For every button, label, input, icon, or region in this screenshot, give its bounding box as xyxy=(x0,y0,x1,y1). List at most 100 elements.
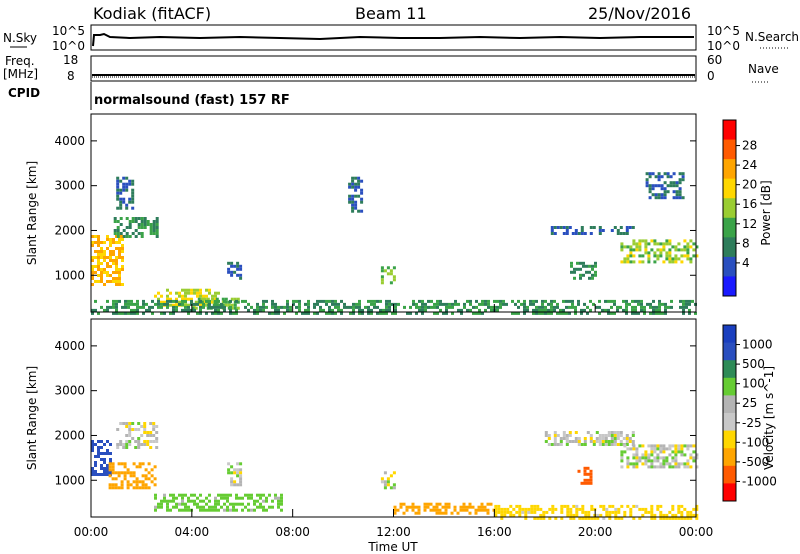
echo-cell xyxy=(122,446,126,449)
echo-cell xyxy=(147,471,151,475)
echo-cell xyxy=(100,464,103,467)
echo-cell xyxy=(103,473,106,476)
echo-cell xyxy=(125,425,129,428)
echo-cell xyxy=(134,217,138,220)
echo-cell xyxy=(640,305,643,309)
echo-cell xyxy=(656,248,660,252)
echo-cell xyxy=(141,480,145,484)
echo-cell xyxy=(415,311,418,315)
echo-cell xyxy=(565,232,569,235)
echo-cell xyxy=(671,513,675,517)
echo-cell xyxy=(671,459,675,463)
echo-cell xyxy=(157,502,160,506)
echo-cell xyxy=(230,471,234,475)
echo-cell xyxy=(108,483,112,487)
colorbar-tick-label: 4 xyxy=(742,256,750,270)
echo-cell xyxy=(325,311,328,315)
echo-cell xyxy=(629,254,633,258)
echo-region xyxy=(393,502,496,515)
echo-cell xyxy=(181,299,184,303)
echo-cell xyxy=(613,443,617,446)
echo-cell xyxy=(103,470,106,473)
echo-cell xyxy=(686,444,690,448)
echo-cell xyxy=(388,299,391,303)
echo-cell xyxy=(130,302,133,306)
echo-cell xyxy=(354,188,358,192)
echo-cell xyxy=(668,510,672,514)
echo-cell xyxy=(677,507,681,511)
echo-cell xyxy=(620,456,624,460)
echo-cell xyxy=(109,443,112,446)
echo-cell xyxy=(556,305,559,309)
echo-cell xyxy=(686,245,690,249)
echo-cell xyxy=(235,308,238,312)
echo-cell xyxy=(601,443,605,446)
echo-cell xyxy=(650,453,654,457)
echo-cell xyxy=(623,510,627,514)
echo-cell xyxy=(653,239,657,243)
echo-cell xyxy=(406,311,409,315)
echo-cell xyxy=(122,188,126,192)
echo-cell xyxy=(380,266,384,270)
echo-cell xyxy=(566,507,570,511)
velocity-colorbar-label: Velocity [m s^-1] xyxy=(762,366,776,470)
echo-cell xyxy=(150,468,154,472)
echo-cell xyxy=(118,241,121,244)
echo-cell xyxy=(598,443,602,446)
echo-cell xyxy=(550,232,554,235)
echo-cell xyxy=(128,428,132,431)
echo-cell xyxy=(576,267,579,271)
echo-cell xyxy=(160,302,163,306)
colorbar-segment xyxy=(723,256,736,277)
echo-cell xyxy=(100,247,103,250)
echo-cell xyxy=(357,182,361,186)
echo-cell xyxy=(175,308,178,312)
echo-cell xyxy=(118,274,121,277)
echo-cell xyxy=(524,516,528,520)
echo-cell xyxy=(613,434,617,437)
echo-cell xyxy=(650,510,654,514)
echo-cell xyxy=(328,311,331,315)
echo-cell xyxy=(196,496,199,500)
echo-cell xyxy=(532,308,535,312)
echo-cell xyxy=(472,311,475,315)
echo-cell xyxy=(663,172,667,176)
echo-cell xyxy=(638,245,642,249)
echo-cell xyxy=(115,299,118,303)
echo-cell xyxy=(494,513,498,517)
echo-cell xyxy=(196,294,199,298)
echo-cell xyxy=(583,472,587,476)
echo-cell xyxy=(607,440,611,443)
echo-cell xyxy=(91,283,94,286)
echo-region xyxy=(91,440,112,476)
echo-cell xyxy=(109,238,112,241)
echo-cell xyxy=(545,510,549,514)
echo-cell xyxy=(119,223,123,226)
echo-cell xyxy=(116,191,120,195)
echo-cell xyxy=(658,311,661,315)
echo-cell xyxy=(659,516,663,520)
echo-cell xyxy=(122,185,126,189)
echo-cell xyxy=(668,453,672,457)
echo-cell xyxy=(656,254,660,258)
echo-cell xyxy=(131,206,135,210)
velocity-plot-area xyxy=(91,422,699,520)
echo-cell xyxy=(348,200,352,204)
echo-cell xyxy=(109,470,112,473)
echo-cell xyxy=(644,450,648,454)
echo-cell xyxy=(334,299,337,303)
echo-cell xyxy=(91,259,94,262)
echo-cell xyxy=(644,245,648,249)
echo-cell xyxy=(644,453,648,457)
echo-cell xyxy=(421,305,424,309)
echo-cell xyxy=(153,465,157,469)
echo-cell xyxy=(614,513,618,517)
echo-cell xyxy=(689,456,693,460)
colorbar-tick-label: 500 xyxy=(742,357,765,371)
echo-cell xyxy=(352,302,355,306)
echo-cell xyxy=(439,308,442,312)
echo-cell xyxy=(116,446,120,449)
echo-cell xyxy=(616,443,620,446)
echo-cell xyxy=(562,226,566,229)
echo-cell xyxy=(134,229,138,232)
